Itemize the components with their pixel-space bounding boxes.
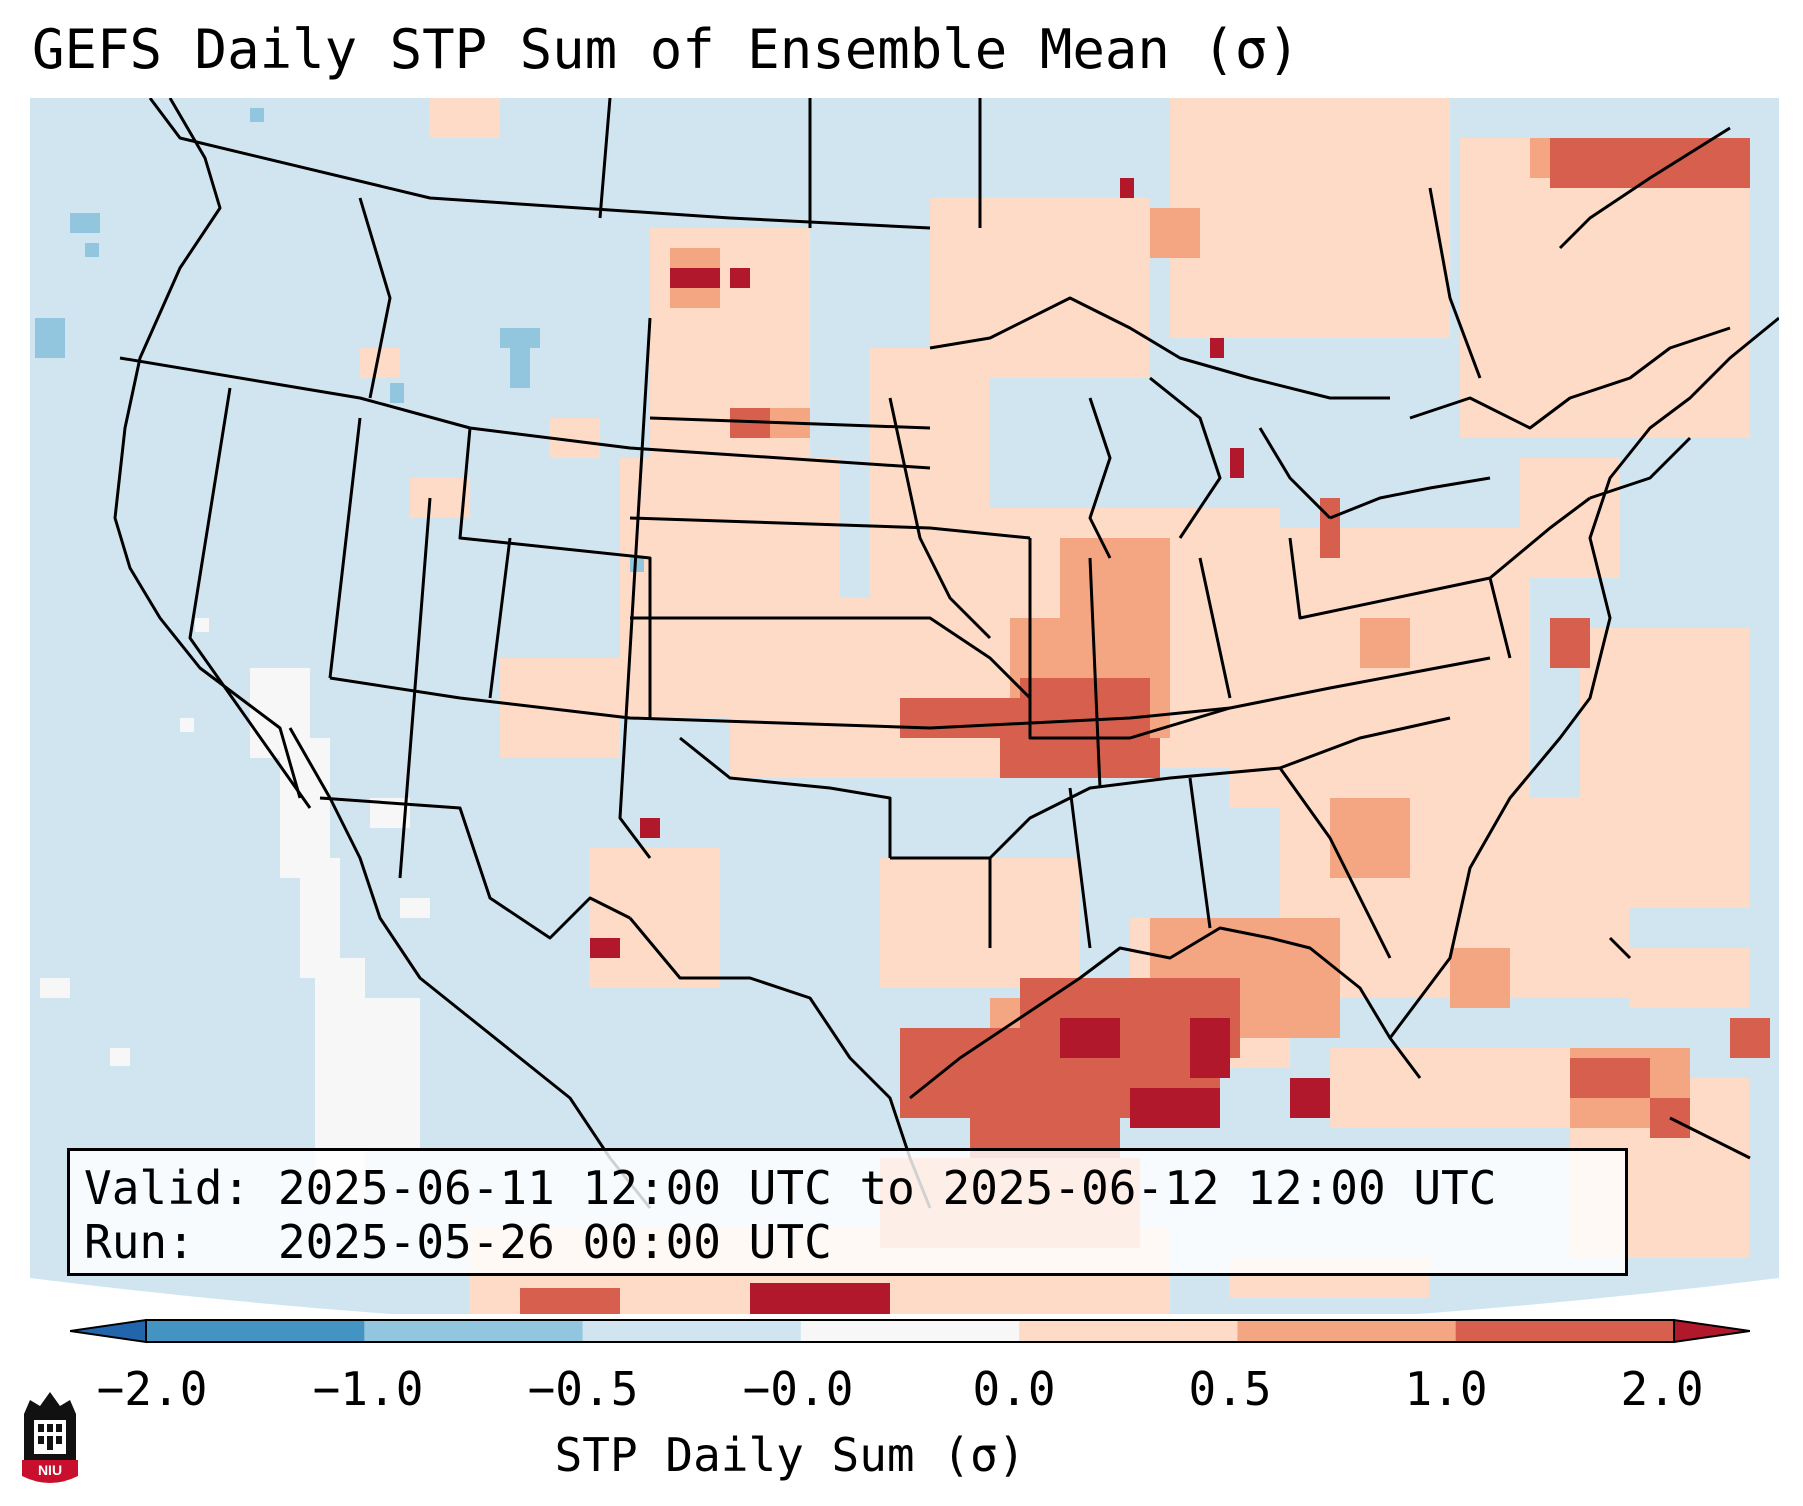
boundary-lines bbox=[113, 98, 1779, 1209]
colorbar-bin bbox=[800, 1320, 1020, 1342]
colorbar-bin bbox=[70, 1318, 147, 1344]
run-value: 2025-05-26 00:00 UTC bbox=[277, 1215, 832, 1269]
run-label: Run: bbox=[84, 1215, 195, 1269]
colorbar-bin bbox=[1019, 1320, 1238, 1342]
valid-row: Valid: 2025-06-11 12:00 UTC to 2025-06-1… bbox=[84, 1161, 1611, 1215]
logo-text: NIU bbox=[38, 1462, 62, 1478]
extreme-anomaly-cells bbox=[590, 178, 1330, 1314]
colorbar-bin bbox=[582, 1320, 802, 1342]
tick-label: −0.5 bbox=[527, 1362, 639, 1416]
tick-label: −0.0 bbox=[742, 1362, 854, 1416]
domain-edge bbox=[30, 1278, 1779, 1314]
info-box: Valid: 2025-06-11 12:00 UTC to 2025-06-1… bbox=[67, 1148, 1628, 1276]
colorbar-label: STP Daily Sum (σ) bbox=[554, 1428, 1026, 1482]
niu-logo: NIU bbox=[22, 1392, 78, 1483]
tick-label: −2.0 bbox=[96, 1362, 208, 1416]
tick-label: 2.0 bbox=[1620, 1362, 1704, 1416]
negative-anomaly-cells bbox=[35, 108, 644, 572]
run-row: Run: 2025-05-26 00:00 UTC bbox=[84, 1215, 1611, 1269]
tick-label: 0.0 bbox=[972, 1362, 1056, 1416]
tick-label: −1.0 bbox=[312, 1362, 424, 1416]
valid-label: Valid: bbox=[84, 1161, 251, 1215]
colorbar-bin bbox=[1237, 1320, 1457, 1342]
colorbar bbox=[70, 1318, 1750, 1344]
valid-value: 2025-06-11 12:00 UTC to 2025-06-12 12:00… bbox=[277, 1161, 1497, 1215]
colorbar-bin bbox=[1455, 1320, 1675, 1342]
tick-label: 0.5 bbox=[1188, 1362, 1272, 1416]
colorbar-bin bbox=[1673, 1318, 1750, 1344]
map-title: GEFS Daily STP Sum of Ensemble Mean (σ) bbox=[32, 18, 1300, 81]
colorbar-bin bbox=[146, 1320, 365, 1342]
tick-label: 1.0 bbox=[1404, 1362, 1488, 1416]
colorbar-bin bbox=[364, 1320, 584, 1342]
map-panel bbox=[30, 98, 1779, 1314]
